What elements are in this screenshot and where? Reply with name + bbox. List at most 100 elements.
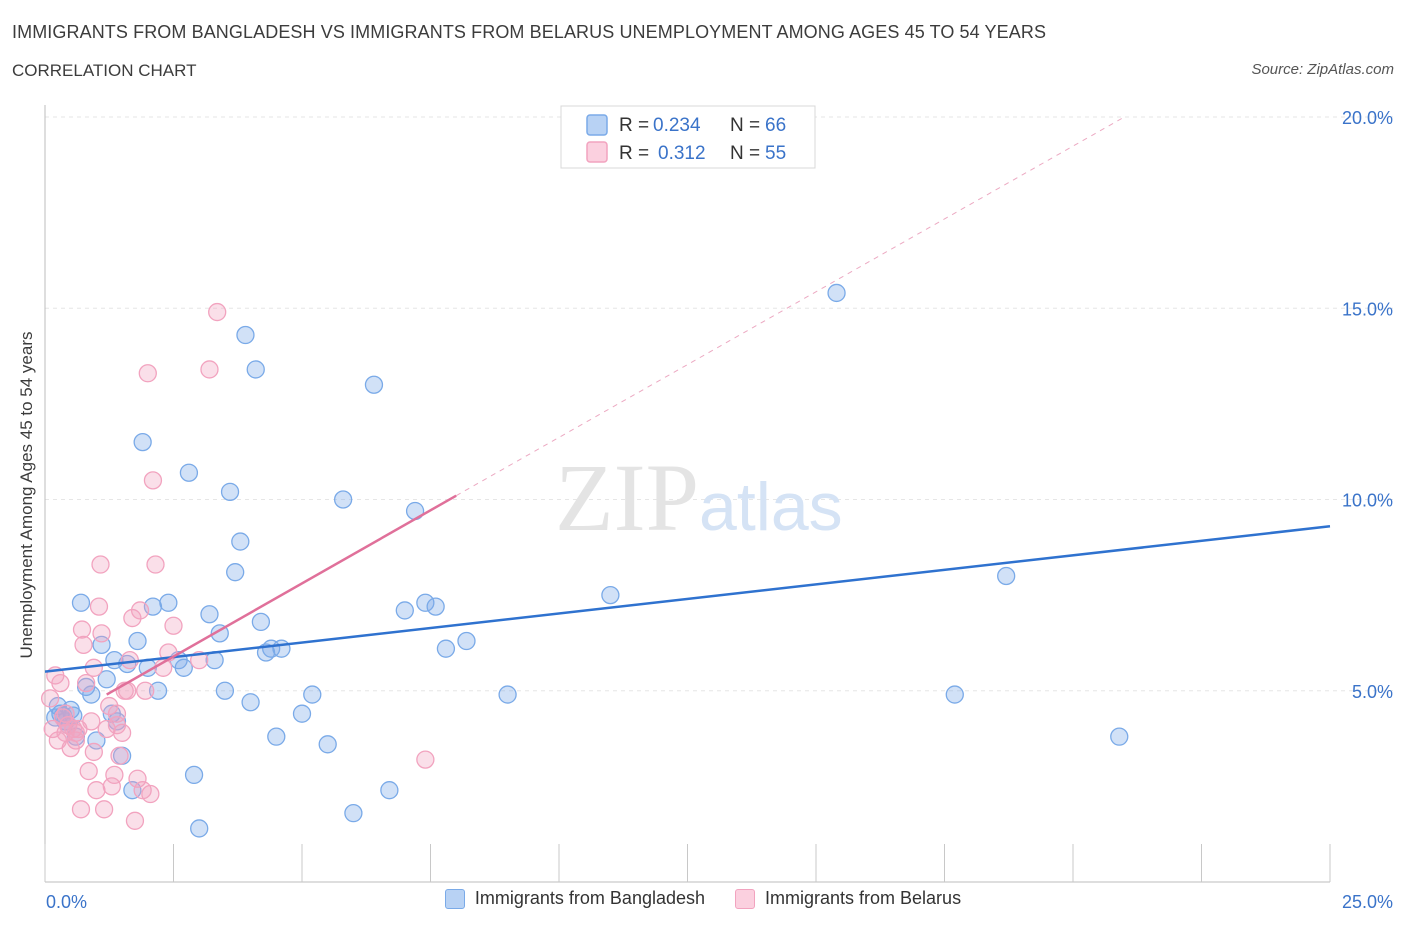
chart-title: IMMIGRANTS FROM BANGLADESH VS IMMIGRANTS… <box>12 22 1047 42</box>
point-bangladesh <box>945 685 964 704</box>
point-belarus <box>91 555 110 574</box>
point-belarus <box>107 716 127 735</box>
legend-label-belarus: Immigrants from Belarus <box>765 888 962 908</box>
point-bangladesh <box>71 593 91 612</box>
point-bangladesh <box>128 631 147 651</box>
point-bangladesh <box>267 727 286 746</box>
legend-box: R = 0.234 N = 66 R = 0.312 N = 55 <box>560 105 816 169</box>
trend-line-belarus <box>106 494 457 696</box>
watermark-zip: ZIP <box>555 444 699 551</box>
point-bangladesh <box>292 704 312 723</box>
legend-r-label-1: R = <box>619 115 649 136</box>
watermark-atlas: atlas <box>699 469 843 545</box>
point-belarus <box>56 704 75 723</box>
legend-r-value-1: 0.234 <box>653 115 701 136</box>
point-bangladesh <box>190 819 209 838</box>
point-belarus <box>143 471 163 490</box>
point-belarus <box>110 746 129 765</box>
legend-label-bangladesh: Immigrants from Bangladesh <box>474 888 706 908</box>
point-belarus <box>146 555 165 574</box>
point-bangladesh <box>97 670 116 689</box>
point-bangladesh <box>272 639 291 658</box>
data-points <box>40 283 1129 838</box>
legend-swatch-belarus <box>586 141 608 163</box>
point-bangladesh <box>123 781 142 800</box>
point-bangladesh <box>380 781 399 800</box>
y-tick-label: 10.0% <box>1342 491 1393 511</box>
point-bangladesh <box>251 612 271 632</box>
point-belarus <box>94 800 114 819</box>
point-belarus <box>100 696 119 716</box>
point-belarus <box>87 781 106 800</box>
point-bangladesh <box>303 685 322 704</box>
legend-swatch-belarus <box>735 888 756 909</box>
point-bangladesh <box>1110 727 1129 746</box>
legend-swatch-bangladesh <box>444 888 465 909</box>
legend-n-label-2: N = <box>730 143 760 164</box>
point-belarus <box>138 364 157 383</box>
point-bangladesh <box>426 597 445 616</box>
legend-item-bangladesh: Immigrants from Bangladesh <box>444 888 706 909</box>
point-belarus <box>118 681 137 700</box>
point-belarus <box>92 624 111 643</box>
point-belarus <box>141 784 160 804</box>
point-belarus <box>136 681 155 700</box>
point-bangladesh <box>215 681 235 700</box>
point-belarus <box>79 761 98 781</box>
point-bangladesh <box>236 325 255 345</box>
axes <box>44 105 1331 883</box>
trend-line-bangladesh <box>44 525 1331 673</box>
point-belarus <box>71 800 91 819</box>
point-bangladesh <box>498 685 517 704</box>
point-bangladesh <box>231 532 250 551</box>
point-bangladesh <box>87 731 106 750</box>
point-bangladesh <box>246 360 265 379</box>
point-bangladesh <box>601 585 620 605</box>
legend-n-value-1: 66 <box>765 115 786 136</box>
point-belarus <box>416 750 435 769</box>
y-tick-label: 5.0% <box>1352 682 1393 702</box>
x-tick-label-min: 0.0% <box>46 892 87 912</box>
point-bangladesh <box>457 631 476 651</box>
legend-n-value-2: 55 <box>765 143 786 164</box>
watermark: ZIPatlas <box>555 444 843 551</box>
point-belarus <box>51 673 70 693</box>
point-bangladesh <box>48 696 67 716</box>
point-belarus <box>200 360 219 379</box>
x-tick-label-max: 25.0% <box>1342 892 1393 912</box>
point-bangladesh <box>82 685 101 704</box>
trend-lines <box>44 116 1331 696</box>
legend-r-label-2: R = <box>619 143 649 164</box>
point-bangladesh <box>174 658 193 677</box>
point-belarus <box>66 731 85 750</box>
point-bangladesh <box>395 601 414 620</box>
point-bangladesh <box>318 735 337 754</box>
legend-n-label-1: N = <box>730 115 760 136</box>
point-bangladesh <box>200 605 219 624</box>
point-bangladesh <box>226 563 245 582</box>
y-tick-label: 15.0% <box>1342 299 1393 319</box>
y-tick-labels: 5.0% 10.0% 15.0% 20.0% <box>1342 108 1393 702</box>
point-belarus <box>66 723 85 742</box>
point-bangladesh <box>184 765 204 785</box>
point-bangladesh <box>344 804 363 823</box>
point-bangladesh <box>436 639 456 658</box>
trend-line-belarus-extension <box>455 116 1125 497</box>
point-bangladesh <box>997 566 1016 586</box>
point-bangladesh <box>133 432 152 452</box>
point-belarus <box>125 811 145 830</box>
grid-lines <box>45 116 1395 692</box>
series-legend: Immigrants from Bangladesh Immigrants fr… <box>0 888 1406 909</box>
point-bangladesh <box>241 693 260 712</box>
point-belarus <box>128 769 147 788</box>
point-belarus <box>89 597 109 616</box>
point-bangladesh <box>220 482 240 502</box>
point-belarus <box>74 635 93 654</box>
point-belarus <box>102 777 121 796</box>
point-bangladesh <box>416 593 435 612</box>
legend-swatch-bangladesh <box>586 114 608 136</box>
point-belarus <box>105 765 124 785</box>
chart-source: Source: ZipAtlas.com <box>1251 61 1394 78</box>
point-belarus <box>76 673 96 693</box>
point-bangladesh <box>827 283 846 303</box>
